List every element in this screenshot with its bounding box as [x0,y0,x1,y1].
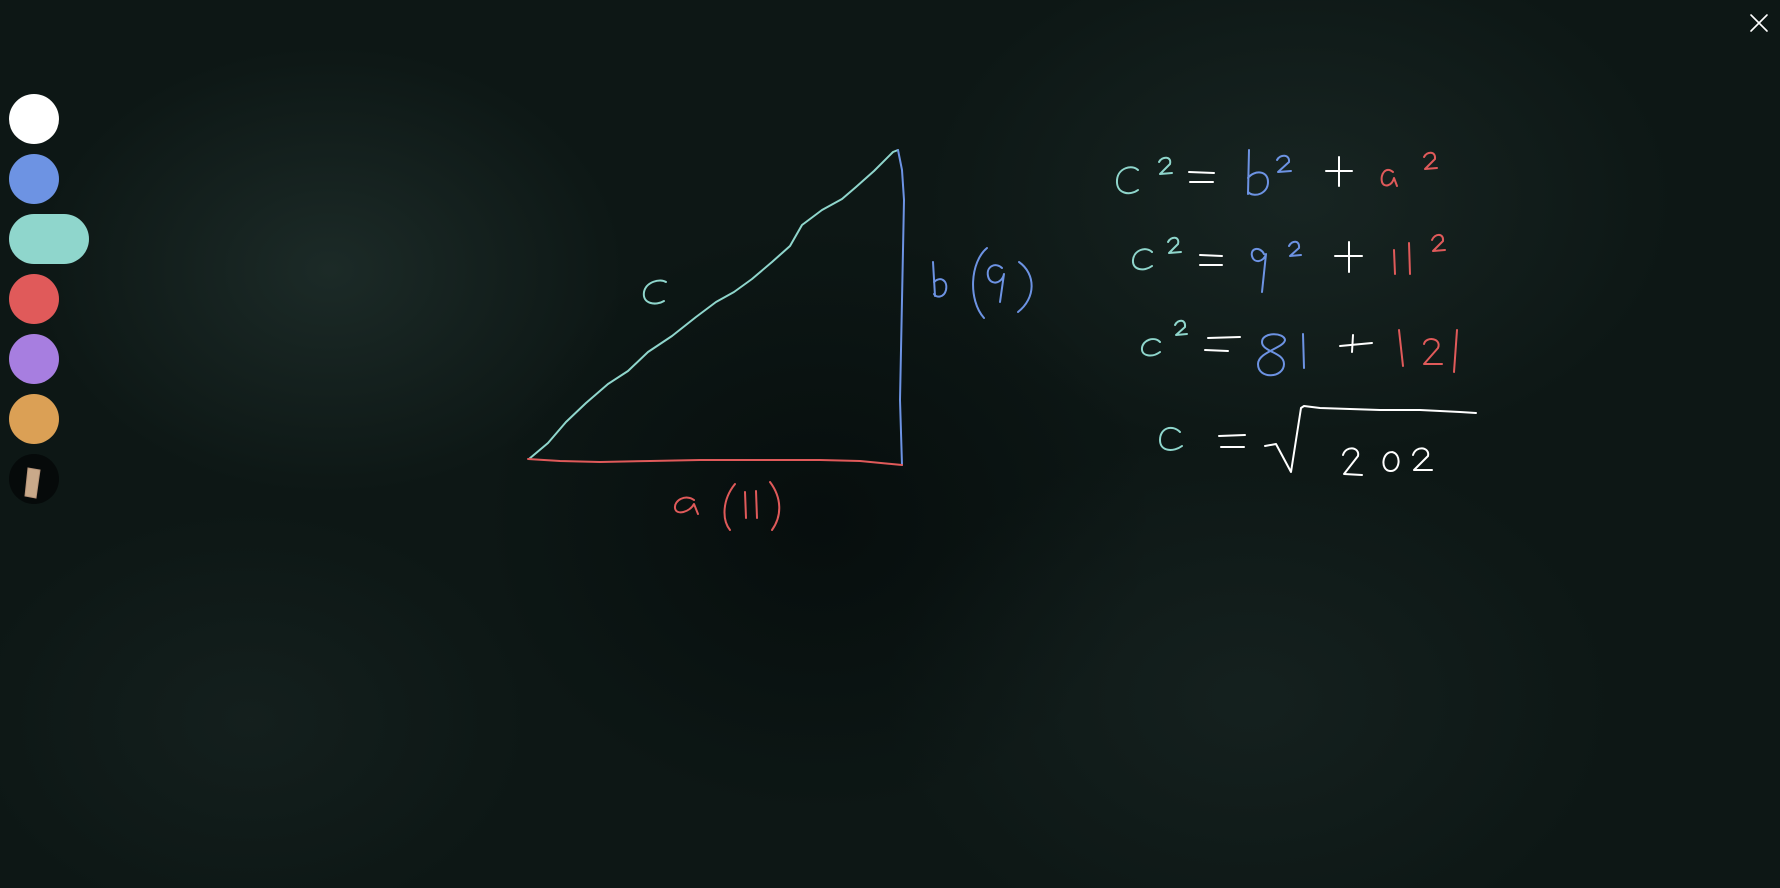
close-icon [1750,14,1768,32]
color-swatch-teal[interactable] [9,214,89,264]
triangle-drawing [527,149,905,466]
vertical-leg-stroke [897,149,905,466]
label-a-11 [673,481,781,531]
eraser-button[interactable] [9,454,59,504]
label-b-9 [932,247,1033,319]
color-swatch-white[interactable] [9,94,59,144]
eraser-icon [24,467,41,499]
equation-row-2 [1131,233,1446,293]
hypotenuse-stroke [528,149,899,460]
close-button[interactable] [1744,8,1774,38]
base-stroke [527,458,903,466]
color-swatch-blue[interactable] [9,154,59,204]
label-c [642,279,667,305]
color-palette [9,94,91,504]
color-swatch-purple[interactable] [9,334,59,384]
equation-row-4 [1159,405,1477,476]
color-swatch-orange[interactable] [9,394,59,444]
equation-row-1 [1115,149,1438,196]
equation-row-3 [1140,319,1458,377]
color-swatch-red[interactable] [9,274,59,324]
